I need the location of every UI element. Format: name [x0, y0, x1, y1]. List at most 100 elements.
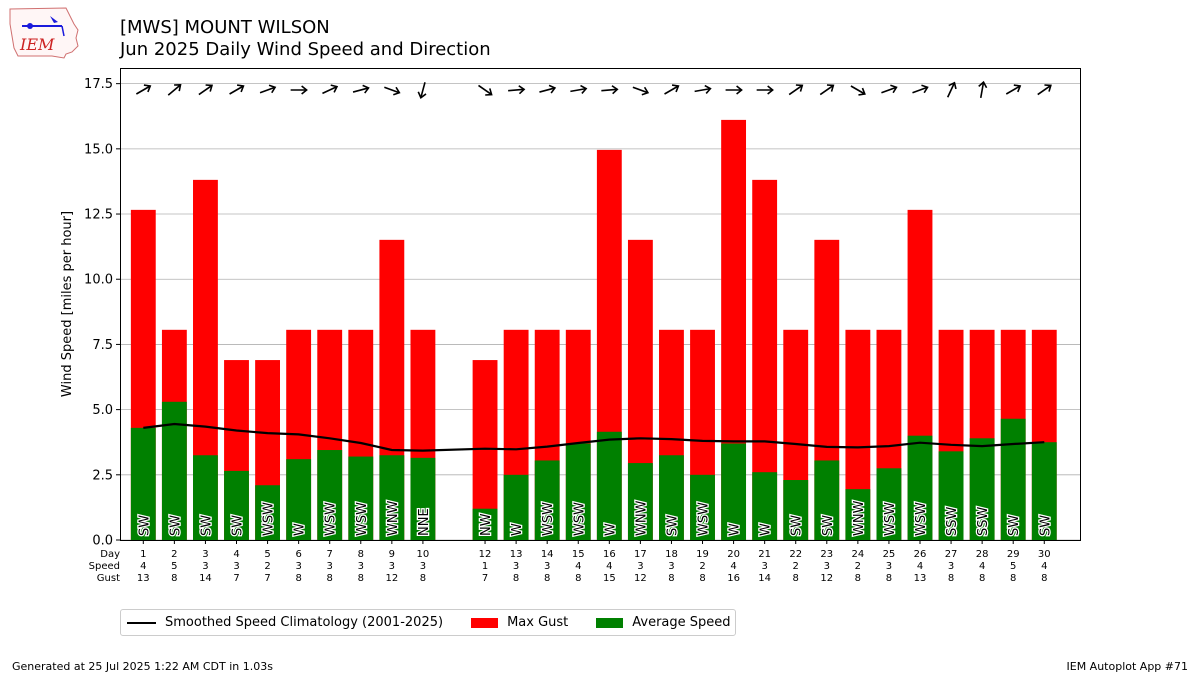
- average-bar: [224, 470, 249, 540]
- direction-label: SW: [231, 515, 246, 536]
- gust-label: 7: [264, 573, 270, 584]
- gust-label: 8: [358, 573, 364, 584]
- arrow-shaft: [601, 88, 618, 92]
- direction-arrow: [290, 85, 308, 95]
- speed-label: 2: [699, 561, 705, 572]
- average-bar: [534, 460, 560, 540]
- direction-arrow: [881, 84, 898, 94]
- gust-label: 14: [758, 573, 771, 584]
- arrow-shaft: [850, 85, 866, 95]
- average-bar: [907, 435, 933, 540]
- direction-arrow: [819, 84, 835, 96]
- speed-label: 4: [730, 561, 736, 572]
- direction-label: WSW: [914, 502, 929, 536]
- day-label: 1: [140, 549, 146, 560]
- plot-frame: [120, 68, 1081, 541]
- arrow-head: [921, 84, 929, 94]
- average-bar: [814, 460, 840, 540]
- speed-label: 3: [544, 561, 550, 572]
- day-label: 10: [417, 549, 430, 560]
- direction-arrow: [601, 85, 619, 95]
- average-bar: [317, 450, 343, 540]
- day-label: 17: [634, 549, 647, 560]
- arrow-head: [485, 88, 493, 96]
- direction-label: W: [728, 523, 743, 536]
- gust-label: 8: [668, 573, 674, 584]
- y-tick-label: 7.5: [92, 338, 113, 353]
- direction-label: NW: [479, 513, 494, 536]
- day-label: 21: [758, 549, 771, 560]
- day-label: 4: [233, 549, 239, 560]
- chart-title: [MWS] MOUNT WILSON: [120, 17, 330, 38]
- climatology-polyline: [143, 422, 1045, 452]
- direction-label: W: [603, 523, 618, 536]
- average-bar: [659, 455, 684, 540]
- direction-label: SW: [199, 515, 214, 536]
- gust-label: 8: [171, 573, 177, 584]
- direction-label: W: [293, 523, 308, 536]
- gust-label: 7: [233, 573, 239, 584]
- y-axis: 0.0 2.5 5.0 7.5 10.0 12.5 15.0 17.5: [84, 77, 120, 549]
- average-bar: [379, 455, 405, 540]
- direction-arrow: [198, 84, 214, 96]
- row-header: Day: [100, 549, 120, 560]
- direction-label: WSW: [697, 502, 712, 536]
- legend-label-average: Average Speed: [632, 615, 731, 630]
- direction-arrow: [664, 84, 680, 95]
- average-bar: [721, 443, 747, 540]
- gust-label: 8: [420, 573, 426, 584]
- direction-label: SW: [1007, 515, 1022, 536]
- day-label: 18: [665, 549, 678, 560]
- arrow-shaft: [352, 87, 369, 93]
- legend-swatch-average: [596, 617, 624, 628]
- day-label: 7: [327, 549, 333, 560]
- direction-label: WSW: [355, 502, 370, 536]
- average-bar: [783, 480, 809, 540]
- average-bar: [690, 474, 715, 540]
- arrow-head: [890, 84, 898, 94]
- arrow-head: [301, 85, 308, 95]
- arrow-head: [205, 84, 214, 92]
- speed-label: 5: [171, 561, 177, 572]
- gust-label: 8: [327, 573, 333, 584]
- footer-generated: Generated at 25 Jul 2025 1:22 AM CDT in …: [12, 660, 273, 673]
- direction-label: SW: [1038, 515, 1053, 536]
- direction-label: WSW: [324, 502, 339, 536]
- speed-label: 4: [575, 561, 581, 572]
- direction-arrow: [352, 84, 370, 94]
- speed-label: 3: [295, 561, 301, 572]
- arrow-shaft: [979, 81, 985, 99]
- day-label: 22: [789, 549, 802, 560]
- average-bar: [1000, 418, 1026, 540]
- speed-label: 3: [389, 561, 395, 572]
- direction-arrow: [478, 84, 493, 96]
- y-tick-label: 0.0: [92, 534, 113, 549]
- speed-label: 1: [482, 561, 488, 572]
- speed-label: 3: [668, 561, 674, 572]
- arrow-shaft: [539, 87, 556, 93]
- legend-item-average: Average Speed: [596, 615, 731, 630]
- average-bar: [255, 485, 280, 540]
- direction-label: NNE: [417, 508, 432, 536]
- arrow-head: [1044, 84, 1052, 92]
- legend-item-climatology: Smoothed Speed Climatology (2001-2025): [127, 615, 443, 630]
- direction-label: WSW: [541, 502, 556, 536]
- day-label: 12: [479, 549, 492, 560]
- direction-arrows: [135, 80, 1052, 99]
- speed-label: 3: [824, 561, 830, 572]
- direction-arrow: [135, 84, 152, 95]
- direction-arrow: [788, 84, 804, 96]
- arrow-shaft: [420, 82, 426, 98]
- gust-label: 14: [199, 573, 212, 584]
- gust-label: 8: [1010, 573, 1016, 584]
- speed-label: 3: [637, 561, 643, 572]
- gust-label: 8: [513, 573, 519, 584]
- gust-label: 12: [385, 573, 398, 584]
- direction-arrow: [259, 84, 277, 94]
- day-label: 16: [603, 549, 616, 560]
- direction-label: WSW: [262, 502, 277, 536]
- direction-label: SSW: [945, 506, 960, 536]
- speed-label: 3: [513, 561, 519, 572]
- direction-arrow: [229, 84, 245, 95]
- arrow-head: [518, 85, 526, 95]
